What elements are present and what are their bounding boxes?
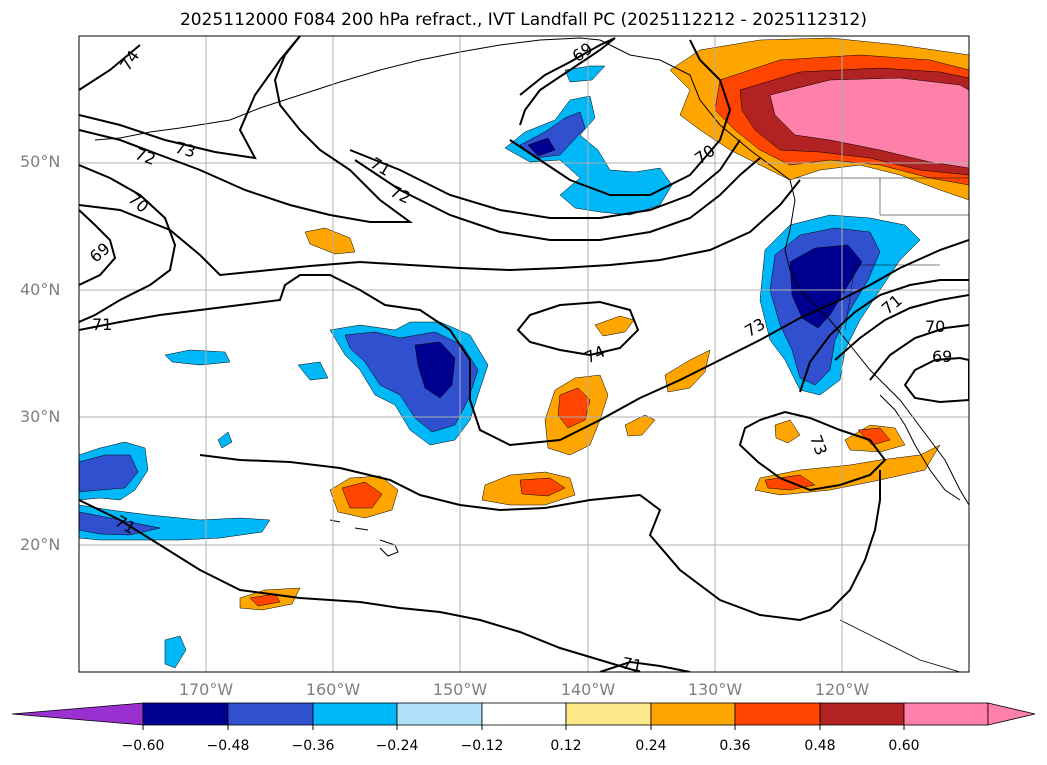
fill-lightblue-small-3	[164, 635, 187, 669]
contour-71-corner	[599, 660, 691, 672]
fill-red-blob-1	[557, 387, 591, 429]
colorbar-bin-2	[227, 702, 314, 726]
colorbar-bin-3	[312, 702, 398, 726]
contour-73-south-loop	[738, 410, 887, 492]
coastline-north-america	[599, 39, 969, 506]
colorbar-bin-4	[396, 702, 483, 726]
contour-72-north	[79, 36, 414, 223]
fill-orange-blob-5	[594, 315, 635, 337]
coastline-baja	[879, 394, 961, 501]
contour-71-mid	[349, 139, 741, 219]
colorbar-ticks	[142, 725, 905, 730]
colorbar-under-extend	[11, 702, 144, 726]
colorbar-bin-9	[819, 702, 905, 726]
colorbar-tick-label: 0.24	[635, 738, 667, 754]
map-title: 2025112000 F084 200 hPa refract., IVT La…	[179, 10, 867, 30]
contour-70-east	[869, 324, 969, 381]
colorbar-tick-label: 0.36	[719, 738, 751, 754]
lat-label-40n: 40°N	[20, 280, 61, 299]
contour-label: 71	[621, 653, 644, 675]
lon-label-160w: 160°W	[305, 680, 361, 699]
colorbar-tick-label: 0.12	[550, 738, 582, 754]
coastline-alaska	[229, 37, 601, 121]
contour-69-west	[79, 209, 117, 286]
contour-label: 69	[932, 347, 952, 366]
contour-70-mid	[509, 39, 732, 196]
colorbar-tick-label: −0.60	[121, 738, 165, 754]
fill-southwest-blue	[79, 511, 161, 536]
fill-northeast-pink	[769, 77, 969, 169]
colorbar-over-extend	[987, 702, 1036, 726]
contour-70-west	[79, 164, 177, 323]
fill-orange-blob-10	[304, 227, 356, 255]
colorbar-tick-label: 0.60	[888, 738, 920, 754]
colorbar-tick-label: −0.48	[206, 738, 250, 754]
contour-71-west	[79, 239, 969, 447]
lat-label-30n: 30°N	[20, 407, 61, 426]
fill-lightblue-small-1	[164, 349, 231, 366]
contour-71-south	[79, 499, 641, 672]
colorbar-bin-1	[142, 702, 229, 726]
fill-lightblue-small-4	[217, 431, 233, 449]
negative-anomaly-fills	[79, 65, 921, 669]
contour-74-north	[79, 44, 141, 91]
lon-label-170w: 170°W	[178, 680, 234, 699]
fill-lightblue-small-2	[297, 361, 329, 381]
fill-central-navy	[414, 341, 456, 399]
contour-71-north	[79, 179, 801, 277]
colorbar-tick-label: −0.36	[291, 738, 335, 754]
colorbar-bin-6	[565, 702, 652, 726]
contour-label: 73	[173, 138, 198, 162]
contour-label: 71	[92, 315, 112, 334]
contour-72-mid	[354, 157, 761, 241]
colorbar-tick-label: 0.48	[804, 738, 836, 754]
map-plot-area: 74 73 72 71 70 69 69 71 72 71 70 73 74 7…	[79, 36, 969, 675]
hawaii-islands	[329, 519, 399, 557]
colorbar-bin-10	[903, 702, 989, 726]
lon-label-150w: 150°W	[432, 680, 488, 699]
colorbar-tick-label: −0.24	[375, 738, 419, 754]
mexico-coast	[839, 619, 961, 672]
colorbar-bin-8	[734, 702, 821, 726]
lat-label-20n: 20°N	[20, 535, 61, 554]
lat-label-50n: 50°N	[20, 152, 61, 171]
contour-73-north	[79, 36, 301, 160]
fill-west-blue	[79, 454, 139, 493]
fill-red-blob-2	[519, 477, 566, 497]
colorbar-bin-7	[650, 702, 736, 726]
lon-label-130w: 130°W	[687, 680, 743, 699]
positive-anomaly-fills	[239, 37, 969, 611]
fill-red-blob-3	[341, 481, 383, 509]
contour-69-goa	[519, 37, 616, 126]
colorbar	[11, 702, 1036, 726]
contour-label: 70	[925, 317, 945, 336]
fill-westcoast-navy	[789, 244, 863, 329]
fill-goa-navy	[527, 137, 556, 157]
refractivity-contours	[79, 36, 969, 672]
border-states	[844, 178, 969, 331]
lon-label-120w: 120°W	[814, 680, 870, 699]
contour-71-tongue	[199, 454, 881, 622]
fill-red-blob-4	[249, 593, 281, 607]
contour-73-east	[799, 279, 969, 393]
colorbar-tick-label: −0.12	[460, 738, 504, 754]
coastlines	[94, 37, 969, 672]
lon-label-140w: 140°W	[560, 680, 616, 699]
contour-74-mid	[516, 300, 640, 357]
gridlines	[79, 36, 969, 672]
map-frame	[78, 35, 970, 673]
colorbar-bin-5	[481, 702, 567, 726]
fill-goa-lightblue-2	[564, 65, 606, 83]
contour-69-east	[903, 356, 969, 404]
fill-orange-blob-9	[774, 419, 801, 444]
contour-71-east	[834, 294, 969, 361]
